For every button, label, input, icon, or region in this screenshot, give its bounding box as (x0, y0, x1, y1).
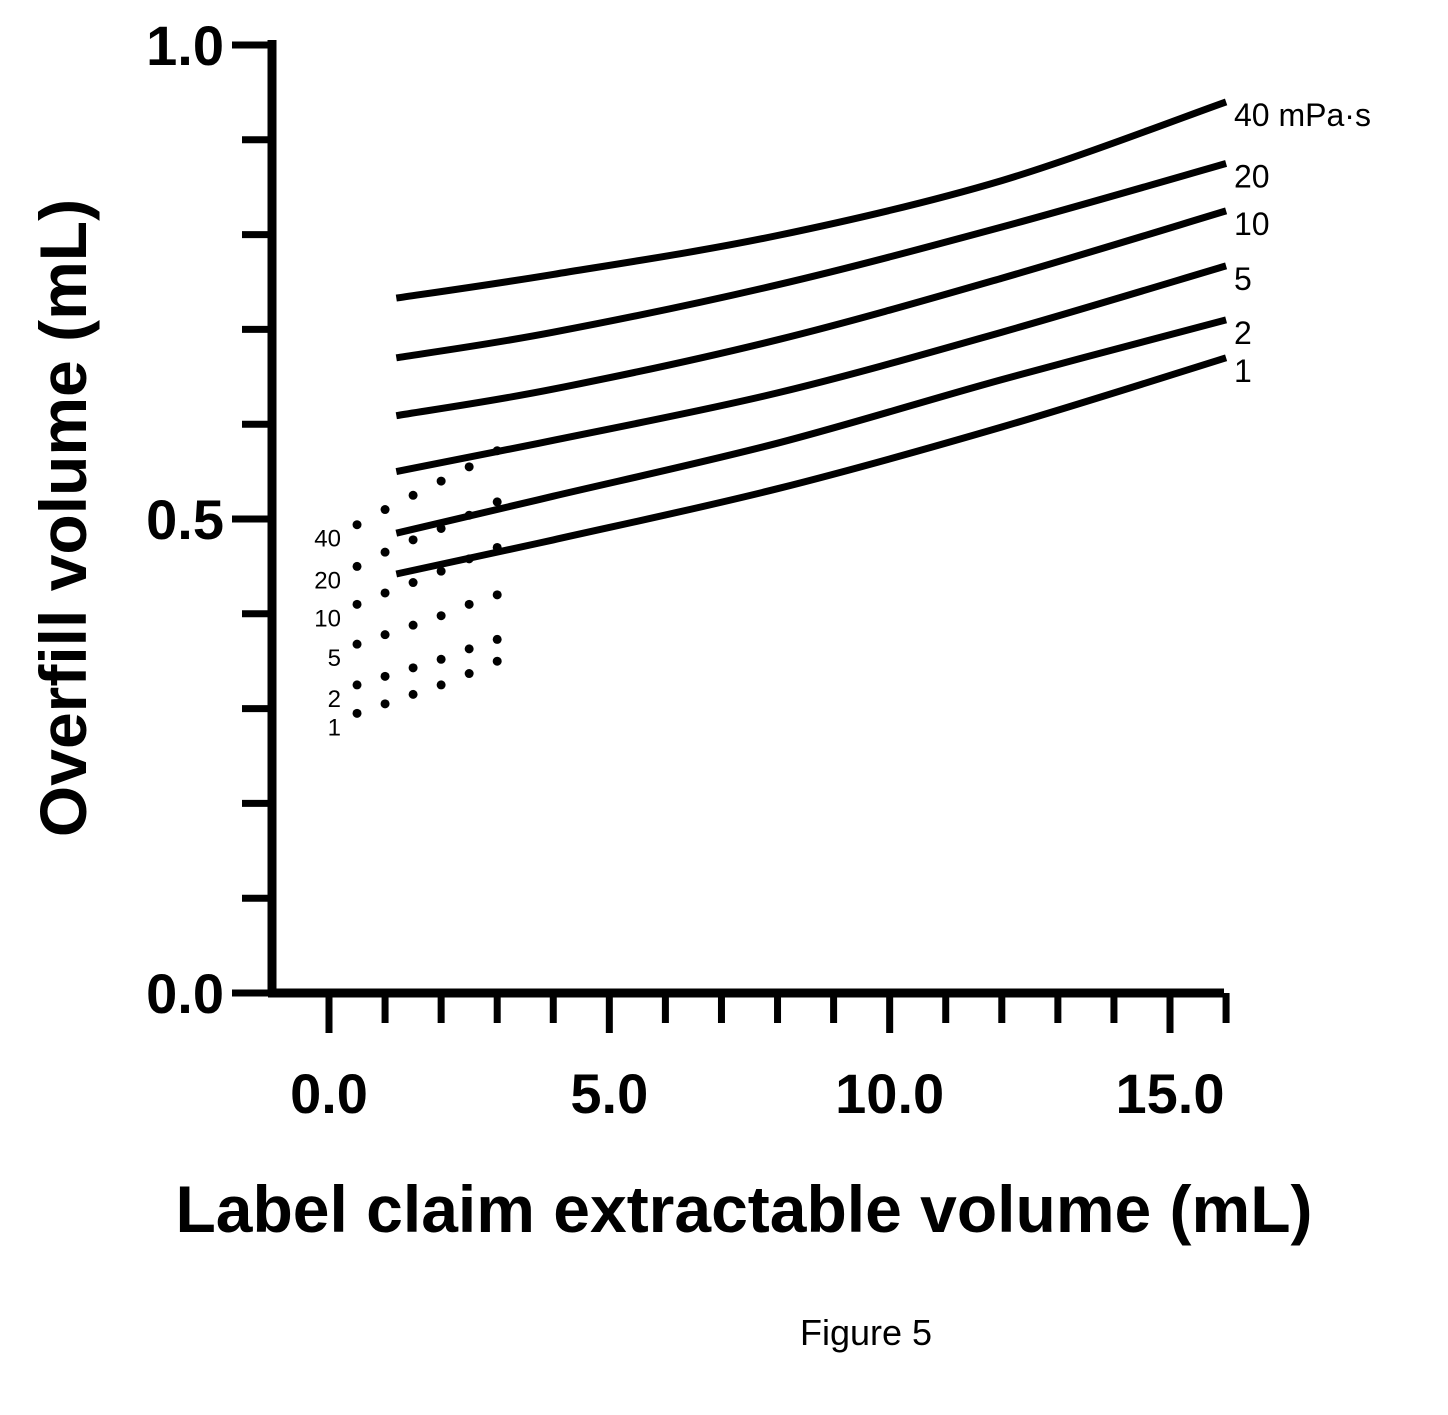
series-dot-10 (352, 599, 362, 609)
series-line-10 (395, 207, 1228, 420)
series-dot-10 (464, 554, 474, 564)
series-dot-20 (408, 535, 418, 545)
left-series-label: 40 (314, 526, 341, 553)
series-dot-20 (352, 561, 362, 571)
right-series-label: 5 (1234, 261, 1252, 297)
series-dot-1 (464, 669, 474, 679)
series-dot-2 (436, 654, 446, 664)
series-dot-2 (492, 634, 502, 644)
left-series-label: 5 (328, 645, 341, 672)
y-tick-label: 0.5 (146, 488, 224, 551)
series-dot-1 (380, 699, 390, 709)
series-dot-40 (352, 520, 362, 530)
series-dot-2 (352, 680, 362, 690)
y-tick-label: 0.0 (146, 962, 224, 1025)
x-tick-label: 0.0 (290, 1062, 368, 1125)
series-dot-5 (492, 590, 502, 600)
series-dot-5 (352, 639, 362, 649)
left-series-label: 1 (328, 714, 341, 741)
axes: 0.0 0.5 1.0 0.0 5.0 10.0 15.0 (146, 14, 1230, 1125)
series-line-5 (395, 262, 1228, 476)
series-dot-20 (464, 510, 474, 520)
series-dot-5 (408, 620, 418, 630)
left-series-label: 2 (328, 686, 341, 713)
series-line-2 (395, 316, 1228, 537)
series-dot-40 (464, 462, 474, 472)
series-dot-10 (408, 578, 418, 588)
y-tick-label: 1.0 (146, 14, 224, 77)
series-line-40 (395, 98, 1228, 302)
x-tick-label: 10.0 (835, 1062, 944, 1125)
series-dot-20 (380, 547, 390, 557)
figure-caption: Figure 5 (800, 1312, 932, 1353)
right-series-label: 20 (1234, 159, 1270, 195)
series-dot-5 (380, 630, 390, 640)
left-series-label: 10 (314, 605, 341, 632)
y-axis-title: Overfill volume (mL) (26, 199, 100, 837)
series-dot-40 (492, 446, 502, 456)
series-dot-2 (380, 671, 390, 681)
series-dot-2 (408, 663, 418, 673)
series-dot-20 (492, 497, 502, 507)
x-axis-title: Label claim extractable volume (mL) (175, 1172, 1312, 1246)
series-line-1 (395, 354, 1228, 578)
right-series-label: 2 (1234, 315, 1252, 351)
series-dot-1 (408, 689, 418, 699)
series-dot-1 (492, 656, 502, 666)
series-line-20 (395, 160, 1228, 362)
series-dot-2 (464, 644, 474, 654)
series-dot-10 (492, 542, 502, 552)
series-dot-40 (380, 505, 390, 515)
series-dot-1 (352, 708, 362, 718)
series-dot-5 (464, 599, 474, 609)
x-tick-label: 5.0 (570, 1062, 648, 1125)
right-series-label: 40 mPa·s (1234, 97, 1371, 133)
series-dot-5 (436, 611, 446, 621)
right-series-label: 1 (1234, 353, 1252, 389)
x-tick-label: 15.0 (1116, 1062, 1225, 1125)
series-dot-40 (408, 490, 418, 500)
right-series-label: 10 (1234, 206, 1270, 242)
series-dot-40 (436, 476, 446, 486)
series-dot-10 (436, 566, 446, 576)
left-series-label: 20 (314, 567, 341, 594)
series-dot-10 (380, 588, 390, 598)
series-dot-20 (436, 523, 446, 533)
series-dot-1 (436, 680, 446, 690)
